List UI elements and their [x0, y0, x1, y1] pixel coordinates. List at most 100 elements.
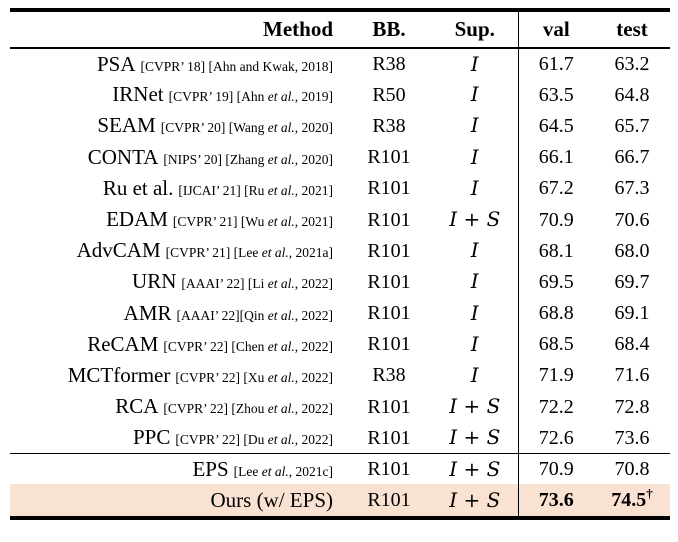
table-row: PPC [CVPR’ 22] [Du et al., 2022] R101 I + …: [10, 422, 670, 454]
supervision-cell: I + S: [432, 204, 518, 235]
method-citation: [CVPR’ 22] [Zhou et al., 2022]: [163, 401, 333, 417]
supervision-cell: I: [432, 266, 518, 297]
table-row: URN [AAAI’ 22] [Li et al., 2022] R101 I 69.…: [10, 266, 670, 298]
method-name: MCTformer: [67, 362, 171, 387]
method-name: Ru et al.: [102, 175, 174, 200]
test-score-cell: 68.4: [614, 333, 650, 356]
method-cell: IRNet [CVPR’ 19] [Ahn et al., 2019]: [10, 79, 346, 110]
method-name: Ours (w/ EPS): [210, 487, 333, 512]
method-cell: EDAM [CVPR’ 21] [Wu et al., 2021]: [10, 204, 346, 235]
method-cell: URN [AAAI’ 22] [Li et al., 2022]: [10, 266, 346, 297]
col-header-method: Method: [10, 10, 346, 49]
supervision-cell: I + S: [432, 452, 518, 485]
val-score-cell: 71.9: [517, 359, 594, 392]
col-header-test: test: [594, 10, 670, 49]
val-score-cell: 72.6: [517, 422, 594, 454]
backbone-cell: R101: [367, 146, 411, 169]
supervision-symbols: I: [470, 113, 479, 138]
supervision-cell: I: [432, 360, 518, 391]
method-citation: [AAAI’ 22] [Li et al., 2022]: [181, 276, 333, 292]
supervision-cell: I: [432, 142, 518, 173]
table-row: Ru et al. [IJCAI’ 21] [Ru et al., 2021] R…: [10, 172, 670, 204]
table-row: IRNet [CVPR’ 19] [Ahn et al., 2019] R50 I 6…: [10, 79, 670, 111]
et-al-italic: et al.: [261, 245, 289, 261]
table-row: ReCAM [CVPR’ 22] [Chen et al., 2022] R101…: [10, 328, 670, 360]
method-citation: [CVPR’ 22] [Du et al., 2022]: [175, 432, 333, 448]
method-name: PPC: [133, 425, 171, 450]
method-citation: [CVPR’ 19] [Ahn et al., 2019]: [168, 89, 333, 105]
method-citation: [NIPS’ 20] [Zhang et al., 2020]: [163, 151, 333, 167]
method-cell: AMR [AAAI’ 22][Qin et al., 2022]: [10, 298, 346, 329]
supervision-symbols: I + S: [449, 207, 501, 232]
table-row: EPS [Lee et al., 2021c] R101 I + S 70.9 70.8: [10, 452, 670, 485]
backbone-cell: R101: [367, 395, 411, 418]
method-cell: AdvCAM [CVPR’ 21] [Lee et al., 2021a]: [10, 235, 346, 266]
supervision-symbols: I: [470, 238, 479, 263]
et-al-italic: et al.: [267, 338, 295, 354]
method-citation: [CVPR’ 20] [Wang et al., 2020]: [160, 120, 333, 136]
table-row: PSA [CVPR’ 18] [Ahn and Kwak, 2018] R38 I 6…: [10, 48, 670, 80]
backbone-cell: R101: [367, 426, 411, 449]
supervision-symbols: I: [470, 144, 479, 169]
test-score-cell: 68.0: [614, 239, 650, 262]
supervision-symbols: I: [470, 51, 479, 76]
method-name: EPS: [192, 456, 229, 481]
method-name: CONTA: [87, 144, 159, 169]
supervision-symbols: I + S: [449, 394, 501, 419]
test-score-cell: 63.2: [614, 53, 650, 76]
et-al-italic: et al.: [261, 463, 289, 479]
val-score-cell: 67.2: [517, 172, 594, 204]
supervision-symbols: I: [470, 175, 479, 200]
test-score-cell: 70.8: [594, 452, 670, 485]
supervision-cell: I + S: [432, 422, 518, 453]
method-citation: [CVPR’ 22] [Chen et al., 2022]: [163, 338, 333, 354]
backbone-cell: R101: [367, 177, 411, 200]
method-citation: [CVPR’ 21] [Lee et al., 2021a]: [165, 245, 333, 261]
val-score-cell: 63.5: [517, 79, 594, 111]
supervision-cell: I + S: [432, 484, 518, 519]
backbone-cell: R38: [372, 114, 406, 137]
test-score-cell: 73.6: [614, 426, 650, 449]
supervision-symbols: I: [470, 82, 479, 107]
backbone-cell: R38: [372, 53, 406, 76]
method-cell: Ru et al. [IJCAI’ 21] [Ru et al., 2021]: [10, 173, 346, 204]
table-row: SEAM [CVPR’ 20] [Wang et al., 2020] R38 I 6…: [10, 110, 670, 142]
val-score-cell: 73.6: [517, 484, 594, 519]
et-al-italic: et al.: [267, 401, 295, 417]
method-citation: [CVPR’ 18] [Ahn and Kwak, 2018]: [140, 58, 333, 74]
et-al-italic: et al.: [267, 151, 295, 167]
supervision-cell: I: [432, 298, 518, 329]
val-score-cell: 70.9: [517, 452, 594, 485]
method-cell: EPS [Lee et al., 2021c]: [10, 452, 346, 485]
method-name: EDAM: [106, 207, 168, 232]
method-name: SEAM: [97, 113, 156, 138]
method-name: URN: [132, 269, 177, 294]
supervision-cell: I: [432, 329, 518, 360]
test-score-cell: 72.8: [614, 395, 650, 418]
table-row-ours-highlighted: Ours (w/ EPS) R101 I + S 73.6 74.5†: [10, 484, 670, 519]
et-al-italic: et al.: [267, 214, 295, 230]
backbone-cell: R101: [367, 333, 411, 356]
supervision-symbols: I + S: [449, 425, 501, 450]
val-score-cell: 69.5: [517, 266, 594, 298]
supervision-cell: I: [432, 48, 518, 79]
method-name: AdvCAM: [76, 238, 161, 263]
backbone-cell: R101: [367, 270, 411, 293]
col-header-backbone: BB.: [346, 10, 432, 49]
method-citation: [IJCAI’ 21] [Ru et al., 2021]: [178, 182, 333, 198]
test-score-cell: 67.3: [614, 177, 650, 200]
method-citation: [CVPR’ 21] [Wu et al., 2021]: [172, 214, 333, 230]
test-score-cell: 71.6: [614, 364, 650, 387]
results-table: Method BB. Sup. val test PSA [CVPR’ 18] …: [10, 8, 670, 521]
backbone-cell: R101: [367, 302, 411, 325]
table-row: MCTformer [CVPR’ 22] [Xu et al., 2022] R3…: [10, 359, 670, 392]
supervision-symbols: I: [470, 331, 479, 356]
test-score-cell: 69.7: [614, 270, 650, 293]
val-score-cell: 68.1: [517, 235, 594, 267]
val-score-cell: 61.7: [517, 48, 594, 80]
method-cell: RCA [CVPR’ 22] [Zhou et al., 2022]: [10, 391, 346, 422]
val-score-cell: 68.5: [517, 328, 594, 360]
backbone-cell: R50: [372, 83, 406, 106]
et-al-italic: et al.: [267, 182, 295, 198]
table-row: RCA [CVPR’ 22] [Zhou et al., 2022] R101 I …: [10, 391, 670, 423]
